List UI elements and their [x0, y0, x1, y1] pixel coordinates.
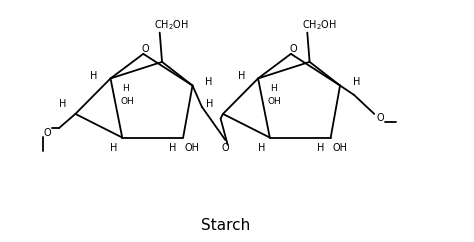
- Text: O: O: [290, 44, 297, 54]
- Text: O: O: [221, 144, 229, 153]
- Text: H: H: [317, 143, 324, 153]
- Text: H: H: [169, 143, 176, 153]
- Text: H: H: [205, 77, 212, 87]
- Text: OH: OH: [268, 97, 282, 106]
- Text: CH$_2$OH: CH$_2$OH: [301, 18, 337, 32]
- Text: H: H: [122, 84, 129, 93]
- Text: H: H: [59, 99, 66, 109]
- Text: Starch: Starch: [201, 219, 250, 234]
- Text: H: H: [237, 71, 245, 81]
- Text: O: O: [44, 128, 51, 138]
- Text: H: H: [270, 84, 276, 93]
- Text: OH: OH: [120, 97, 134, 106]
- Text: H: H: [258, 143, 265, 153]
- Text: CH$_2$OH: CH$_2$OH: [154, 18, 189, 32]
- Text: OH: OH: [184, 143, 200, 153]
- Text: O: O: [142, 44, 149, 54]
- Text: H: H: [110, 143, 118, 153]
- Text: H: H: [353, 77, 360, 87]
- Text: H: H: [90, 71, 97, 81]
- Text: O: O: [376, 113, 383, 123]
- Text: OH: OH: [332, 143, 347, 153]
- Text: H: H: [206, 99, 213, 109]
